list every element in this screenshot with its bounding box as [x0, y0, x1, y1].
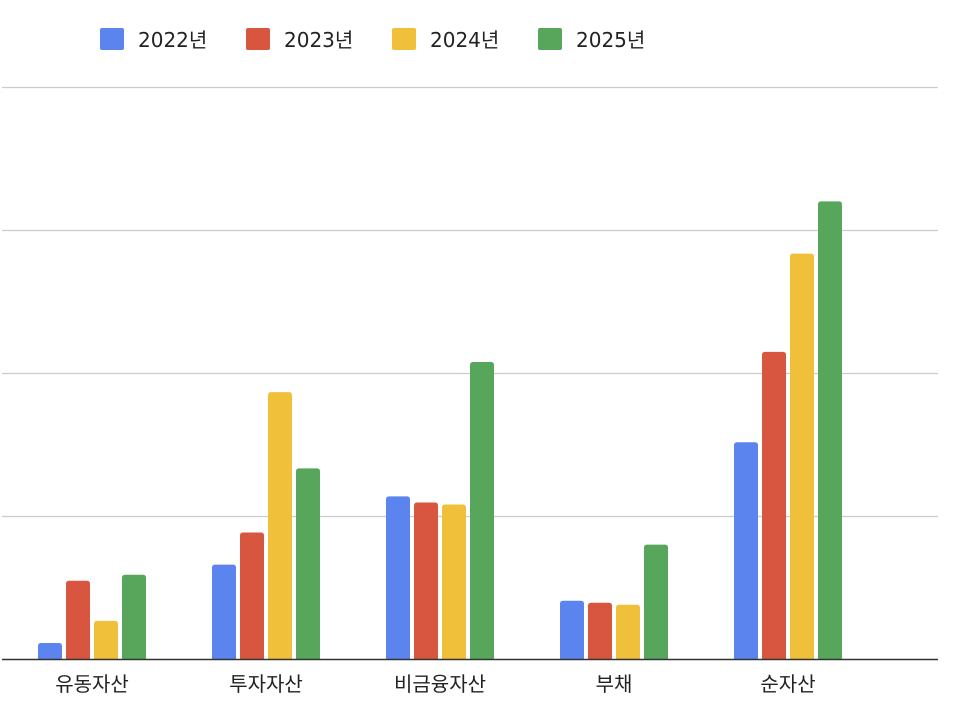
legend-label: 2022년	[138, 28, 207, 52]
bar-4-4	[644, 544, 668, 659]
bar-4-2	[296, 468, 320, 659]
legend-swatch	[392, 28, 416, 50]
bar-2-3	[414, 502, 438, 659]
legend-swatch	[246, 28, 270, 50]
bar-3-2	[268, 392, 292, 659]
x-tick-label: 투자자산	[229, 672, 303, 696]
bar-4-3	[470, 361, 494, 659]
bar-1-5	[734, 442, 758, 659]
bar-2-1	[66, 580, 90, 659]
x-tick-label: 유동자산	[55, 672, 129, 696]
x-tick-label: 비금융자산	[394, 672, 486, 696]
bar-3-1	[94, 620, 118, 659]
x-axis: 유동자산 투자자산 비금융자산 부채 순자산	[2, 658, 938, 696]
x-tick-label: 부채	[596, 672, 633, 696]
bar-3-5	[790, 253, 814, 659]
legend-label: 2025년	[576, 28, 645, 52]
bar-1-3	[386, 496, 410, 659]
bar-1-2	[212, 564, 236, 659]
bar-4-1	[122, 574, 146, 659]
bars	[38, 201, 842, 659]
bar-2-5	[762, 351, 786, 659]
legend-swatch	[100, 28, 124, 50]
legend-label: 2024년	[430, 28, 499, 52]
legend-label: 2023년	[284, 28, 353, 52]
bar-4-5	[818, 201, 842, 659]
bar-2-4	[588, 602, 612, 659]
legend: 2022년 2023년 2024년 2025년	[100, 28, 645, 52]
bar-2-2	[240, 532, 264, 659]
bar-1-4	[560, 600, 584, 659]
bar-1-1	[38, 642, 62, 659]
bar-3-3	[442, 504, 466, 659]
bar-3-4	[616, 604, 640, 659]
legend-swatch	[538, 28, 562, 50]
x-tick-label: 순자산	[760, 672, 815, 696]
